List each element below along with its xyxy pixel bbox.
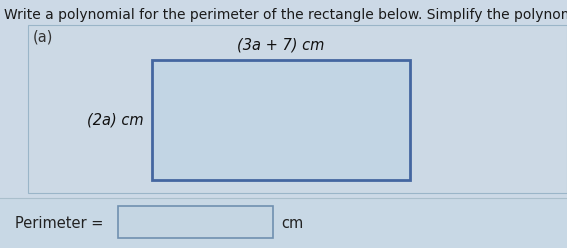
Text: (3a + 7) cm: (3a + 7) cm	[238, 37, 325, 52]
Bar	[152, 60, 410, 180]
Bar	[28, 25, 567, 193]
Text: (2a) cm: (2a) cm	[87, 113, 144, 127]
Text: (a): (a)	[33, 30, 53, 45]
Bar	[118, 206, 273, 238]
Text: cm: cm	[281, 216, 303, 230]
Bar	[0, 198, 567, 248]
Text: Perimeter =: Perimeter =	[15, 216, 103, 230]
Text: Write a polynomial for the perimeter of the rectangle below. Simplify the polyno: Write a polynomial for the perimeter of …	[5, 8, 567, 22]
